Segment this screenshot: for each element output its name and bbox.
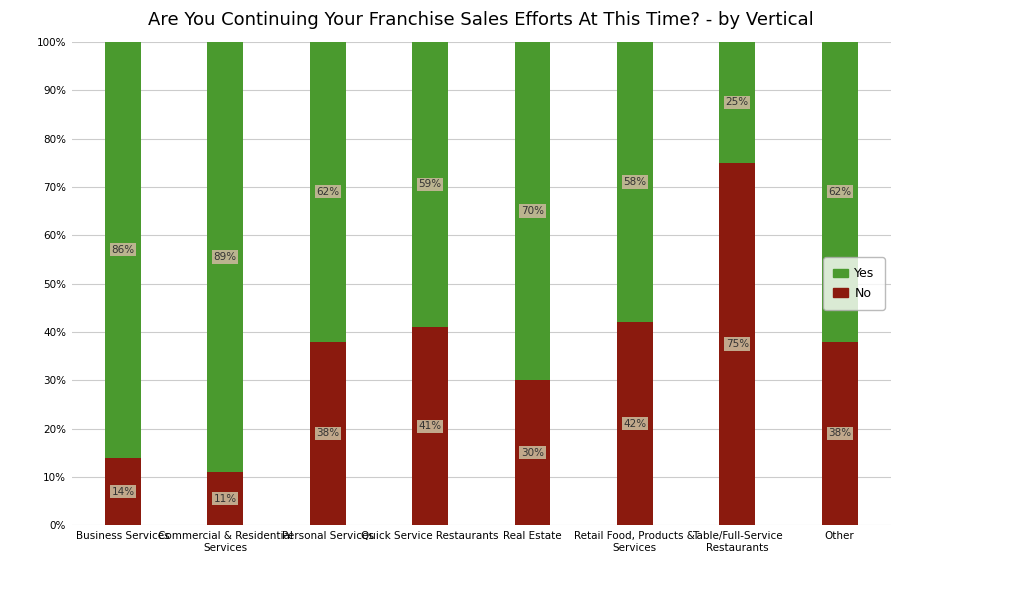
Bar bbox=[412, 42, 449, 327]
Bar bbox=[207, 42, 244, 472]
Bar bbox=[616, 42, 653, 322]
Text: 25%: 25% bbox=[726, 97, 749, 107]
Title: Are You Continuing Your Franchise Sales Efforts At This Time? - by Vertical: Are You Continuing Your Franchise Sales … bbox=[148, 11, 814, 29]
Text: 42%: 42% bbox=[624, 419, 646, 429]
Text: 89%: 89% bbox=[214, 252, 237, 262]
Text: 38%: 38% bbox=[828, 429, 851, 438]
Bar bbox=[719, 42, 755, 162]
Bar bbox=[822, 341, 858, 525]
Bar bbox=[105, 458, 141, 525]
Bar bbox=[616, 322, 653, 525]
Text: 86%: 86% bbox=[112, 245, 134, 255]
Bar bbox=[412, 327, 449, 525]
Bar bbox=[309, 42, 345, 341]
Bar bbox=[719, 162, 755, 525]
Text: 38%: 38% bbox=[316, 429, 339, 438]
Text: 41%: 41% bbox=[419, 421, 441, 431]
Text: 11%: 11% bbox=[214, 494, 237, 504]
Text: 62%: 62% bbox=[316, 187, 339, 196]
Bar bbox=[515, 380, 551, 525]
Bar bbox=[105, 42, 141, 458]
Text: 70%: 70% bbox=[521, 206, 544, 216]
Text: 62%: 62% bbox=[828, 187, 851, 196]
Text: 58%: 58% bbox=[624, 177, 646, 187]
Text: 14%: 14% bbox=[112, 487, 134, 497]
Text: 59%: 59% bbox=[419, 180, 441, 189]
Legend: Yes, No: Yes, No bbox=[823, 257, 885, 310]
Text: 75%: 75% bbox=[726, 339, 749, 349]
Bar bbox=[515, 42, 551, 380]
Text: 30%: 30% bbox=[521, 448, 544, 458]
Bar bbox=[822, 42, 858, 341]
Bar bbox=[207, 472, 244, 525]
Bar bbox=[309, 341, 345, 525]
